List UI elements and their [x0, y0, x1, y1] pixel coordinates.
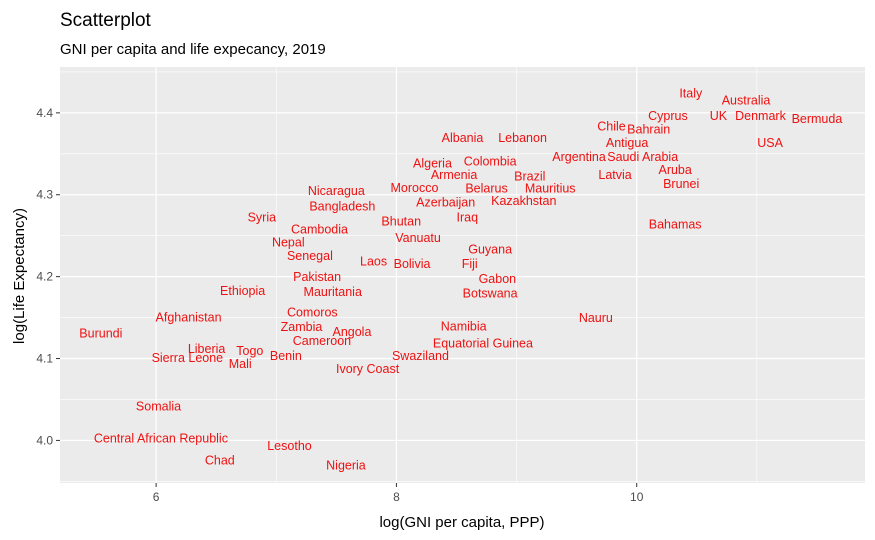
- y-axis-ticks: 4.0 4.1 4.2 4.3 4.4: [36, 106, 60, 447]
- point-label: Vanuatu: [395, 231, 441, 245]
- point-label: Nigeria: [326, 458, 366, 472]
- point-label: Argentina: [552, 150, 606, 164]
- chart-title: Scatterplot: [60, 10, 152, 31]
- point-label: Bahrain: [627, 123, 670, 137]
- x-tick-label: 6: [153, 490, 160, 504]
- point-label: Morocco: [390, 181, 438, 195]
- point-label: Pakistan: [293, 270, 341, 284]
- x-tick-label: 10: [630, 490, 644, 504]
- point-label: Aruba: [658, 163, 691, 177]
- point-label: Togo: [236, 344, 263, 358]
- point-label: Albania: [442, 131, 484, 145]
- y-tick-label: 4.2: [36, 270, 53, 284]
- point-label: Saudi Arabia: [607, 150, 678, 164]
- y-tick-label: 4.3: [36, 188, 53, 202]
- point-label: Lesotho: [267, 439, 312, 453]
- point-label: Italy: [679, 87, 703, 101]
- point-label: Brazil: [514, 169, 545, 183]
- y-tick-label: 4.0: [36, 433, 53, 447]
- point-label: USA: [757, 136, 783, 150]
- point-label: Senegal: [287, 249, 333, 263]
- point-label: Belarus: [465, 182, 507, 196]
- y-axis-title: log(Life Expectancy): [11, 208, 28, 344]
- point-label: Cameroon: [293, 334, 351, 348]
- point-label: Cambodia: [291, 223, 348, 237]
- point-label: Burundi: [79, 327, 122, 341]
- point-label: Iraq: [457, 210, 479, 224]
- point-label: Antigua: [606, 136, 648, 150]
- point-label: Equatorial Guinea: [433, 336, 533, 350]
- point-label: Nicaragua: [308, 184, 365, 198]
- point-label: Afghanistan: [156, 310, 222, 324]
- point-label: Bangladesh: [309, 200, 375, 214]
- point-label: Ethiopia: [220, 284, 265, 298]
- point-label: Guyana: [468, 242, 512, 256]
- point-label: Latvia: [598, 168, 631, 182]
- point-label: Syria: [248, 210, 277, 224]
- point-labels: Italy Australia Cyprus UK Denmark Bermuda Chil…: [79, 87, 842, 473]
- point-label: Sierra Leone: [152, 351, 224, 365]
- point-label: Angola: [332, 325, 371, 339]
- plot-panel: [60, 67, 865, 483]
- point-label: Australia: [722, 93, 771, 107]
- point-label: Bermuda: [792, 112, 843, 126]
- point-label: Mali: [229, 357, 252, 371]
- point-label: UK: [710, 109, 728, 123]
- point-label: Comoros: [287, 305, 338, 319]
- point-label: Chile: [597, 119, 626, 133]
- point-label: Chad: [205, 454, 235, 468]
- point-label: Fiji: [462, 257, 478, 271]
- point-label: Bolivia: [394, 257, 431, 271]
- point-label: Swaziland: [392, 349, 449, 363]
- point-label: Zambia: [281, 320, 323, 334]
- point-label: Liberia: [188, 342, 226, 356]
- x-axis-ticks: 6 8 10: [153, 483, 644, 504]
- point-label: Armenia: [431, 168, 478, 182]
- point-label: Mauritius: [525, 182, 576, 196]
- point-label: Central African Republic: [94, 431, 228, 445]
- point-label: Algeria: [413, 156, 452, 170]
- point-label: Laos: [360, 255, 387, 269]
- point-label: Gabon: [479, 272, 517, 286]
- y-tick-label: 4.1: [36, 352, 53, 366]
- y-tick-label: 4.4: [36, 106, 53, 120]
- minor-gridlines: [60, 67, 865, 483]
- point-label: Azerbaijan: [416, 196, 475, 210]
- point-label: Ivory Coast: [336, 362, 400, 376]
- x-tick-label: 8: [393, 490, 400, 504]
- point-label: Kazakhstan: [491, 194, 556, 208]
- point-label: Namibia: [441, 319, 487, 333]
- point-label: Nauru: [579, 311, 613, 325]
- point-label: Colombia: [464, 155, 517, 169]
- point-label: Botswana: [463, 287, 518, 301]
- point-label: Nepal: [272, 236, 305, 250]
- point-label: Bahamas: [649, 218, 702, 232]
- point-label: Lebanon: [498, 131, 547, 145]
- point-label: Bhutan: [381, 214, 421, 228]
- point-label: Cyprus: [648, 109, 688, 123]
- point-label: Benin: [270, 349, 302, 363]
- point-label: Brunei: [663, 177, 699, 191]
- major-gridlines: [60, 67, 865, 483]
- x-axis-title: log(GNI per capita, PPP): [379, 514, 544, 531]
- point-label: Denmark: [735, 109, 786, 123]
- point-label: Mauritania: [304, 285, 362, 299]
- point-label: Somalia: [136, 400, 181, 414]
- chart-subtitle: GNI per capita and life expecancy, 2019: [60, 41, 326, 58]
